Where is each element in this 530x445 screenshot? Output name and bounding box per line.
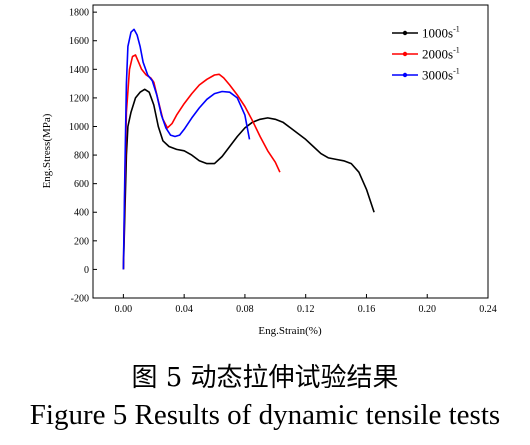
legend-marker-1 xyxy=(402,30,408,36)
y-axis-label: Eng.Stress(MPa) xyxy=(41,113,53,188)
series-line-2 xyxy=(122,54,281,270)
x-axis-label: Eng.Strain(%) xyxy=(258,325,322,337)
y-tick-label: -200 xyxy=(71,294,89,305)
y-tick-label: 1000 xyxy=(69,122,89,133)
y-tick-label: 1600 xyxy=(69,36,89,47)
legend-marker-3 xyxy=(402,72,408,78)
plot-frame xyxy=(92,4,489,299)
x-tick-label: 0.04 xyxy=(175,304,193,315)
series-group xyxy=(122,28,375,270)
caption-english: Figure 5 Results of dynamic tensile test… xyxy=(29,399,501,431)
y-tick-label: 400 xyxy=(74,208,89,219)
legend-label-3: 3000s-1 xyxy=(422,67,460,83)
y-tick-label: 0 xyxy=(84,265,89,276)
x-tick-label: 0.00 xyxy=(115,304,133,315)
y-tick-label: 600 xyxy=(74,179,89,190)
x-tick-label: 0.08 xyxy=(236,304,254,315)
x-tick-label: 0.24 xyxy=(479,304,497,315)
y-tick-label: 200 xyxy=(74,236,89,247)
stress-strain-chart: 0.00 0.04 0.08 0.12 0.16 0.20 0.24 -200 0 200 400 6… xyxy=(41,4,497,337)
axis-ticks: 0.00 0.04 0.08 0.12 0.16 0.20 0.24 -200 0 200 400 6… xyxy=(69,8,497,315)
series-line-3 xyxy=(122,28,251,270)
y-tick-label: 1800 xyxy=(69,8,89,19)
y-tick-label: 1200 xyxy=(69,93,89,104)
legend-label-2: 2000s-1 xyxy=(422,46,460,62)
legend-label-1: 1000s-1 xyxy=(422,25,460,41)
series-line-1 xyxy=(122,88,375,270)
x-tick-label: 0.20 xyxy=(418,304,436,315)
caption-chinese: 图 5 动态拉伸试验结果 xyxy=(131,363,399,393)
legend: 1000s-1 2000s-1 3000s-1 xyxy=(392,25,460,83)
y-tick-label: 800 xyxy=(74,151,89,162)
y-tick-label: 1400 xyxy=(69,65,89,76)
x-tick-label: 0.16 xyxy=(358,304,376,315)
x-tick-label: 0.12 xyxy=(297,304,315,315)
legend-marker-2 xyxy=(402,51,408,57)
